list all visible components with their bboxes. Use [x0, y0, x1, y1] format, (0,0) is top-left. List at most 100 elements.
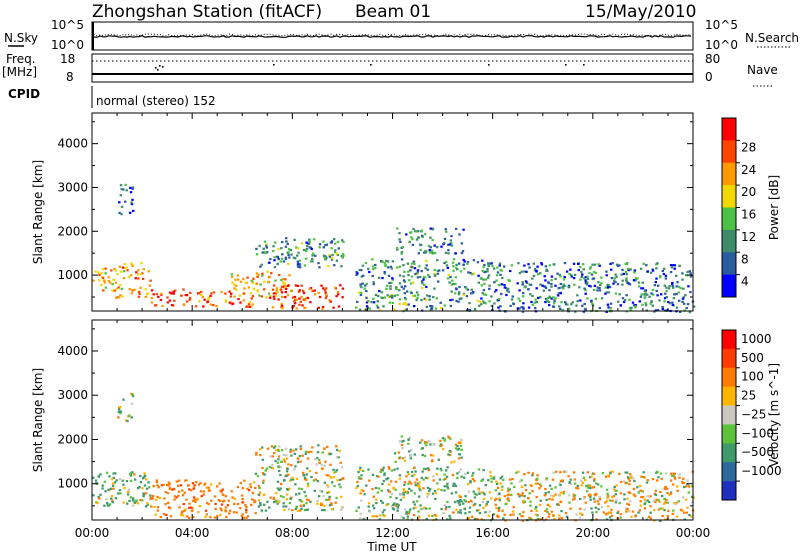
- range-cell: [436, 272, 440, 275]
- range-cell: [259, 491, 262, 494]
- range-cell: [640, 293, 643, 296]
- range-cell: [446, 500, 449, 503]
- range-cell: [649, 271, 653, 274]
- range-cell: [523, 286, 526, 289]
- range-cell: [470, 288, 473, 291]
- range-cell: [586, 281, 589, 284]
- range-cell: [499, 477, 502, 480]
- range-cell: [172, 488, 175, 491]
- range-cell: [488, 287, 491, 290]
- range-cell: [569, 268, 572, 271]
- range-cell: [678, 473, 681, 476]
- colorbar-segment: [722, 118, 736, 141]
- range-cell: [537, 273, 540, 276]
- range-cell: [198, 505, 201, 508]
- range-cell: [264, 469, 267, 472]
- range-cell: [403, 490, 406, 493]
- range-cell: [484, 293, 488, 296]
- range-cell: [288, 256, 291, 259]
- range-cell: [522, 302, 525, 305]
- range-cell: [517, 297, 520, 300]
- range-cell: [382, 479, 385, 483]
- range-cell: [576, 487, 580, 490]
- range-cell: [413, 294, 416, 297]
- nsky-trace: [93, 35, 692, 38]
- range-cell: [518, 299, 522, 303]
- range-cell: [524, 280, 528, 283]
- range-cell: [414, 272, 417, 276]
- range-cell: [520, 494, 524, 497]
- range-cell: [297, 247, 300, 250]
- range-cell: [497, 492, 501, 495]
- range-cell: [130, 416, 133, 419]
- range-cell: [425, 250, 428, 253]
- range-cell: [183, 509, 186, 512]
- range-cell: [664, 277, 668, 280]
- range-cell: [199, 490, 203, 493]
- range-cell: [355, 509, 358, 512]
- range-cell: [372, 268, 375, 271]
- range-cell: [591, 511, 594, 514]
- range-cell: [130, 201, 133, 204]
- range-cell: [418, 487, 421, 491]
- range-cell: [518, 289, 521, 292]
- range-cell: [374, 293, 378, 297]
- range-cell: [615, 275, 618, 278]
- range-cell: [199, 482, 202, 485]
- range-cell: [422, 278, 425, 281]
- range-cell: [389, 295, 392, 298]
- range-cell: [470, 499, 473, 502]
- range-cell: [405, 303, 408, 306]
- range-cell: [610, 277, 614, 280]
- range-cell: [377, 475, 380, 478]
- range-cell: [355, 273, 358, 276]
- range-cell: [548, 296, 552, 299]
- range-cell: [609, 302, 613, 305]
- range-cell: [539, 283, 542, 286]
- range-cell: [267, 280, 271, 283]
- range-cell: [330, 258, 334, 261]
- range-cell: [438, 478, 442, 481]
- range-cell: [180, 294, 183, 297]
- range-cell: [418, 481, 421, 484]
- range-cell: [128, 275, 131, 278]
- range-cell: [126, 491, 130, 494]
- range-cell: [108, 475, 111, 478]
- range-cell: [268, 506, 271, 509]
- range-cell: [429, 304, 432, 308]
- range-cell: [501, 485, 504, 488]
- range-cell: [510, 264, 513, 267]
- range-cell: [321, 305, 325, 309]
- range-cell: [280, 257, 284, 260]
- range-cell: [561, 479, 564, 482]
- range-cell: [323, 289, 327, 292]
- range-cell: [301, 454, 304, 457]
- range-cell: [385, 284, 389, 287]
- range-cell: [427, 439, 431, 442]
- range-cell: [375, 502, 378, 505]
- range-cell: [368, 307, 371, 310]
- range-cell: [450, 235, 453, 238]
- range-cell: [317, 458, 321, 461]
- range-cell: [388, 490, 391, 493]
- range-cell: [298, 266, 302, 269]
- range-cell: [317, 444, 320, 447]
- colorbar-segment: [722, 481, 736, 501]
- range-cell: [400, 285, 403, 288]
- range-cell: [456, 476, 459, 479]
- range-cell: [291, 478, 295, 481]
- range-cell: [259, 454, 262, 457]
- range-cell: [643, 498, 647, 501]
- range-cell: [202, 493, 205, 496]
- x-tick-label: 00:00: [676, 526, 711, 540]
- range-cell: [408, 279, 411, 282]
- range-cell: [168, 487, 172, 491]
- range-cell: [584, 280, 588, 283]
- range-cell: [665, 290, 668, 293]
- range-cell: [411, 266, 414, 269]
- range-cell: [401, 246, 404, 249]
- range-cell: [444, 228, 447, 231]
- range-cell: [615, 489, 618, 492]
- range-cell: [123, 267, 126, 270]
